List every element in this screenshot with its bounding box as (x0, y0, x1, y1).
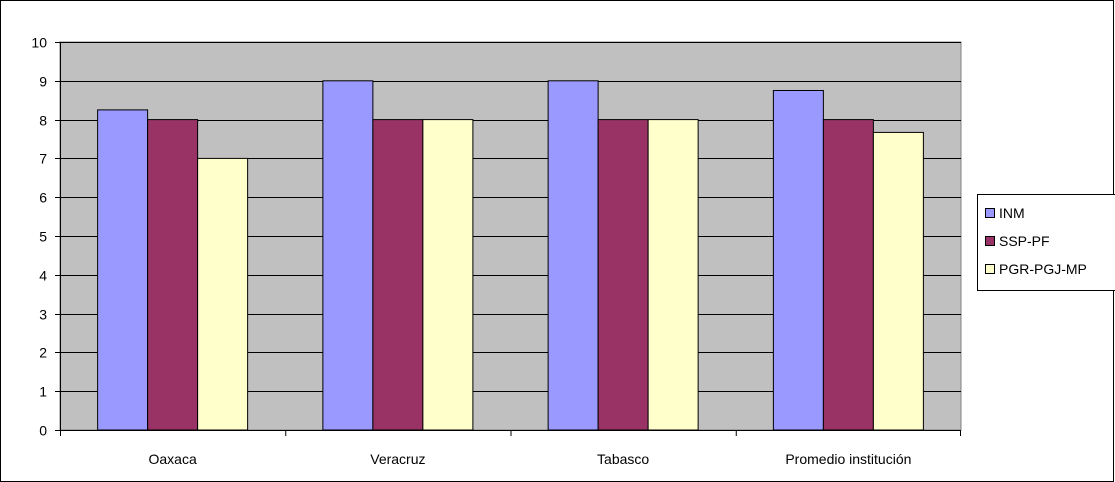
bar-ssp-pf-0 (147, 119, 199, 431)
bar-inm-1 (322, 80, 374, 431)
legend-swatch-inm (985, 208, 995, 218)
bar-pgr-pgj-mp-1 (422, 119, 474, 431)
legend-label-pgr-pgj-mp: PGR-PGJ-MP (999, 261, 1087, 277)
bar-pgr-pgj-mp-0 (197, 157, 249, 431)
y-tick-label: 7 (39, 151, 47, 167)
bar-pgr-pgj-mp-3 (872, 131, 924, 431)
bar-inm-0 (97, 109, 149, 431)
bar-ssp-pf-1 (372, 119, 424, 431)
bar-inm-3 (772, 90, 824, 431)
x-category-label: Tabasco (597, 451, 649, 467)
legend-swatch-ssp-pf (985, 236, 995, 246)
x-category-label: Veracruz (370, 451, 425, 467)
legend-label-inm: INM (999, 205, 1025, 221)
x-category-label: Oaxaca (149, 451, 197, 467)
legend-label-ssp-pf: SSP-PF (999, 233, 1050, 249)
y-tick-label: 10 (31, 35, 47, 51)
y-tick-label: 9 (39, 74, 47, 90)
legend-box (977, 194, 1115, 291)
y-tick-label: 5 (39, 229, 47, 245)
bar-ssp-pf-3 (822, 119, 874, 431)
bar-inm-2 (547, 80, 599, 431)
y-tick-label: 2 (39, 345, 47, 361)
y-tick-label: 1 (39, 384, 47, 400)
y-tick-label: 4 (39, 268, 47, 284)
bar-ssp-pf-2 (597, 119, 649, 431)
y-tick-label: 0 (39, 423, 47, 439)
legend-swatch-pgr-pgj-mp (985, 264, 995, 274)
y-tick-label: 3 (39, 307, 47, 323)
bar-pgr-pgj-mp-2 (647, 119, 699, 431)
x-category-label: Promedio institución (785, 451, 911, 467)
y-tick-label: 8 (39, 113, 47, 129)
y-tick-label: 6 (39, 190, 47, 206)
